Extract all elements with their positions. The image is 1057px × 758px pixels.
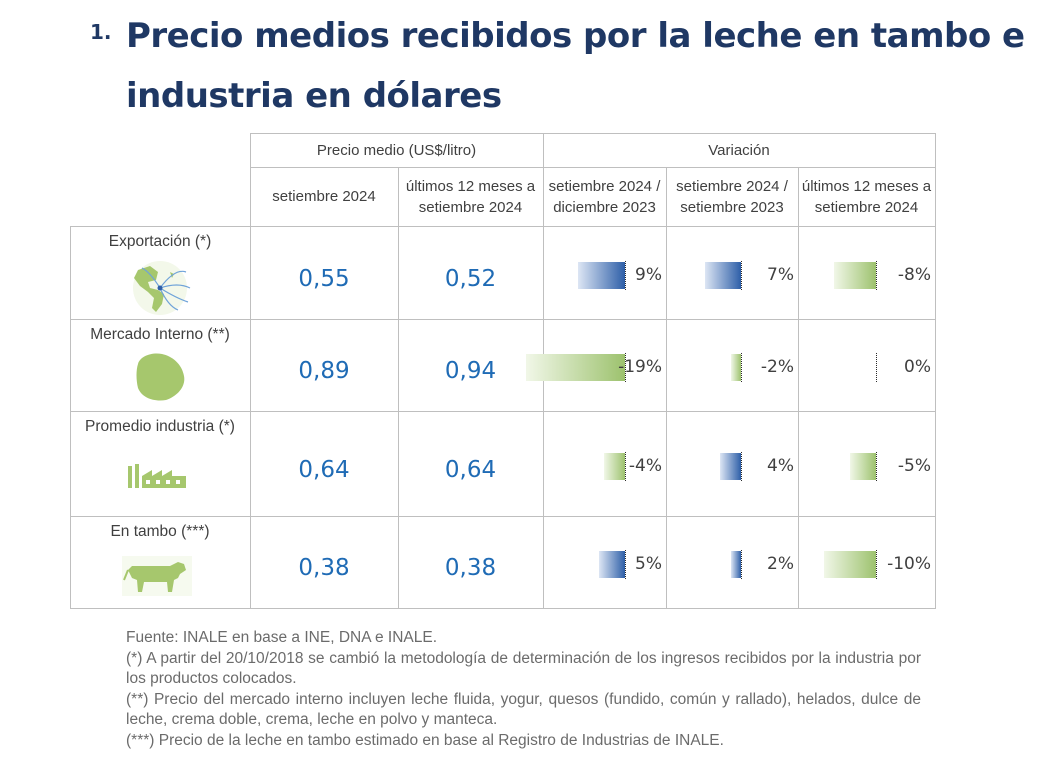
row-label: Exportación (*) <box>70 226 250 319</box>
variation-bar <box>604 452 625 480</box>
variation-bar <box>599 551 625 578</box>
bar-axis <box>625 451 626 481</box>
variation-bar <box>834 261 876 289</box>
bar-axis <box>876 550 877 579</box>
variation-label: 9% <box>635 264 662 285</box>
variation-label: -19% <box>618 357 662 377</box>
variation-label: -10% <box>887 554 931 574</box>
column-header: setiembre 2024 / setiembre 2023 <box>676 177 788 216</box>
bar-axis <box>625 353 626 382</box>
uruguay-map-icon <box>130 350 190 409</box>
variation-label: 5% <box>635 554 662 574</box>
bar-axis <box>876 260 877 290</box>
row-label-text: Exportación (*) <box>108 233 212 250</box>
page-title: Precio medios recibidos por la leche en … <box>126 16 1025 116</box>
grid-line <box>70 516 936 517</box>
cow-icon <box>122 556 192 601</box>
variation-label: 0% <box>904 357 931 377</box>
price-setiembre: 0,55 <box>298 265 350 292</box>
price-setiembre: 0,89 <box>298 358 350 384</box>
grid-line <box>250 167 936 168</box>
variation-bar <box>824 551 876 578</box>
row-label: Promedio industria (*) <box>70 411 250 516</box>
variation-bar <box>704 261 741 289</box>
bar-axis <box>876 451 877 481</box>
variation-label: -5% <box>897 455 931 476</box>
column-header: setiembre 2024 / diciembre 2023 <box>548 177 661 216</box>
price-setiembre: 0,38 <box>298 555 350 581</box>
price-12-meses: 0,64 <box>444 456 497 483</box>
column-header: últimos 12 meses a setiembre 2024 <box>405 177 536 216</box>
note-1: (*) A partir del 20/10/2018 se cambió la… <box>126 649 921 688</box>
row-label-text: En tambo (***) <box>110 523 210 540</box>
note-source: Fuente: INALE en base a INE, DNA e INALE… <box>126 629 438 646</box>
group-header-variation: Variación <box>708 141 770 159</box>
note-2: (**) Precio del mercado interno incluyen… <box>126 690 921 729</box>
variation-bar <box>730 551 741 578</box>
price-12-meses: 0,52 <box>444 265 497 292</box>
variation-bar <box>850 452 876 480</box>
column-header: últimos 12 meses a setiembre 2024 <box>801 177 932 216</box>
variation-label: -2% <box>760 357 794 377</box>
variation-bar <box>526 354 625 381</box>
price-12-meses: 0,94 <box>444 358 497 384</box>
row-label-text: Mercado Interno (**) <box>90 326 230 343</box>
grid-line <box>250 133 936 134</box>
grid-line <box>935 133 936 609</box>
title-number: 1. <box>90 20 112 44</box>
bar-axis <box>741 451 742 481</box>
grid-line <box>70 319 936 320</box>
grid-line <box>70 411 936 412</box>
grid-line <box>70 226 936 227</box>
variation-bar <box>578 261 625 289</box>
note-3: (***) Precio de la leche en tambo estima… <box>126 731 724 749</box>
variation-bar <box>730 354 741 381</box>
price-setiembre: 0,64 <box>298 456 350 483</box>
price-12-meses: 0,38 <box>444 555 497 581</box>
variation-label: 7% <box>767 264 794 285</box>
grid-line <box>70 226 71 609</box>
bar-axis <box>625 260 626 290</box>
grid-line <box>250 133 251 609</box>
row-label: Mercado Interno (**) <box>70 319 250 411</box>
bar-axis <box>741 353 742 382</box>
bar-axis <box>741 260 742 290</box>
group-header-price: Precio medio (US$/litro) <box>316 141 477 159</box>
grid-line <box>70 608 936 609</box>
grid-line <box>666 167 667 609</box>
variation-label: -4% <box>628 455 662 476</box>
variation-label: 2% <box>767 554 794 574</box>
variation-label: 4% <box>767 455 794 476</box>
bar-axis <box>625 550 626 579</box>
footnotes: Fuente: INALE en base a INE, DNA e INALE… <box>126 628 921 751</box>
grid-line <box>798 167 799 609</box>
variation-label: -8% <box>897 264 931 285</box>
row-label: En tambo (***) <box>70 516 250 608</box>
variation-bar <box>720 452 741 480</box>
row-label-text: Promedio industria (*) <box>85 418 235 435</box>
bar-axis <box>876 353 877 382</box>
column-header: setiembre 2024 <box>272 188 376 205</box>
grid-line <box>398 167 399 609</box>
bar-axis <box>741 550 742 579</box>
globe-americas-icon <box>120 258 200 323</box>
factory-icon <box>126 462 190 495</box>
